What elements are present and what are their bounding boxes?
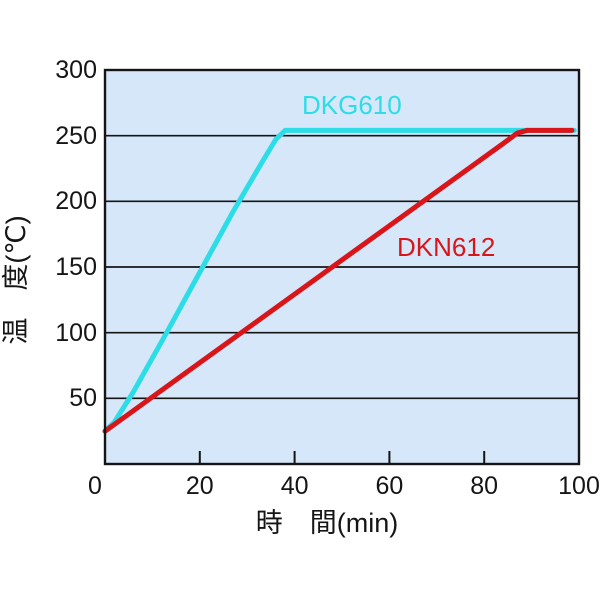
series-label-dkg610: DKG610 bbox=[302, 90, 402, 120]
x-tick-label-80: 80 bbox=[470, 472, 499, 500]
x-tick-label-100: 100 bbox=[558, 472, 600, 500]
x-tick-label-0: 0 bbox=[88, 472, 102, 500]
x-tick-label-60: 60 bbox=[375, 472, 404, 500]
y-tick-label-250: 250 bbox=[55, 121, 97, 150]
series-line-dkg610 bbox=[102, 127, 577, 434]
x-axis-title: 時 間(min) bbox=[255, 508, 399, 538]
series-line-dkn612 bbox=[102, 127, 575, 434]
plot-border bbox=[103, 68, 581, 466]
y-tick-label-50: 50 bbox=[69, 384, 97, 413]
x-tick-marks bbox=[198, 451, 486, 463]
x-tick-label-40: 40 bbox=[280, 472, 309, 500]
series-label-dkn612: DKN612 bbox=[397, 232, 496, 262]
y-tick-label-200: 200 bbox=[55, 187, 97, 216]
y-tick-label-300: 300 bbox=[55, 56, 97, 84]
y-axis-title: 温 度(℃) bbox=[1, 215, 31, 345]
y-tick-label-150: 150 bbox=[55, 253, 97, 281]
y-tick-label-100: 100 bbox=[55, 318, 97, 347]
x-tick-label-20: 20 bbox=[185, 472, 214, 500]
gridlines bbox=[105, 134, 579, 400]
